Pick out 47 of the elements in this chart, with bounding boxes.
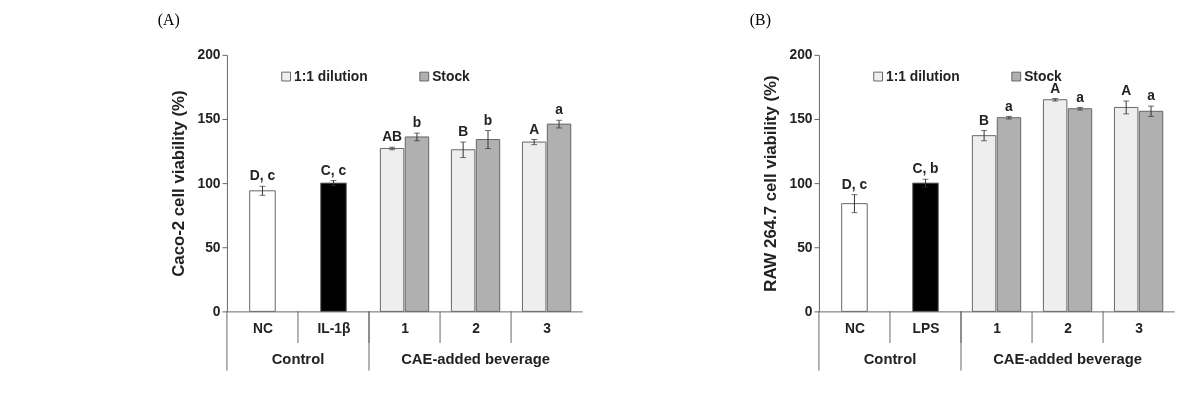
y-tick-label: 50: [205, 238, 221, 255]
data-label: a: [1005, 97, 1014, 114]
y-tick-label: 200: [197, 46, 221, 63]
chart-title: (A): [157, 11, 180, 30]
text: Control: [271, 350, 325, 367]
x-tick-label: IL-1β: [317, 319, 351, 336]
data-label: a: [1076, 88, 1085, 105]
data-label: b: [483, 111, 493, 128]
data-label: D, c: [249, 167, 276, 184]
y-tick-label: 0: [804, 302, 813, 319]
y-tick-label: 150: [197, 110, 221, 127]
x-tick-label: 1: [993, 319, 1002, 336]
data-label: D, c: [841, 175, 868, 192]
data-label: C, b: [912, 160, 939, 177]
x-tick-label: 2: [472, 319, 481, 336]
y-tick-label: 0: [212, 302, 221, 319]
data-label: B: [979, 111, 990, 128]
x-tick-label: 3: [543, 319, 552, 336]
data-label: A: [529, 120, 540, 137]
text: CAE-added beverage: [993, 350, 1142, 367]
y-tick-label: 150: [789, 110, 813, 127]
data-label: B: [458, 123, 469, 140]
y-tick-label: 50: [797, 238, 813, 255]
data-label: A: [1121, 82, 1132, 99]
data-label: a: [555, 101, 564, 118]
x-tick-label: NC: [844, 319, 865, 336]
x-tick-label: 1: [401, 319, 410, 336]
x-tick-label: LPS: [912, 319, 940, 336]
data-label: AB: [382, 128, 403, 145]
y-axis-title: Caco-2 cell viability (%): [168, 90, 188, 277]
legend-label: 1:1 dilution: [886, 67, 960, 84]
legend-label: Stock: [1024, 67, 1063, 84]
x-tick-label: NC: [252, 319, 273, 336]
x-tick-label: 3: [1135, 319, 1144, 336]
y-tick-label: 100: [789, 174, 813, 191]
x-tick-label: 2: [1064, 319, 1073, 336]
legend-label: 1:1 dilution: [294, 67, 368, 84]
data-label: C, c: [320, 161, 347, 178]
y-axis-title: RAW 264.7 cell viability (%): [760, 75, 780, 292]
text: CAE-added beverage: [401, 350, 550, 367]
legend-label: Stock: [432, 67, 471, 84]
data-label: b: [412, 114, 422, 131]
chart-title: (B): [749, 11, 771, 30]
y-tick-label: 100: [197, 174, 221, 191]
y-tick-label: 200: [789, 46, 813, 63]
data-label: a: [1147, 87, 1156, 104]
text: Control: [863, 350, 917, 367]
